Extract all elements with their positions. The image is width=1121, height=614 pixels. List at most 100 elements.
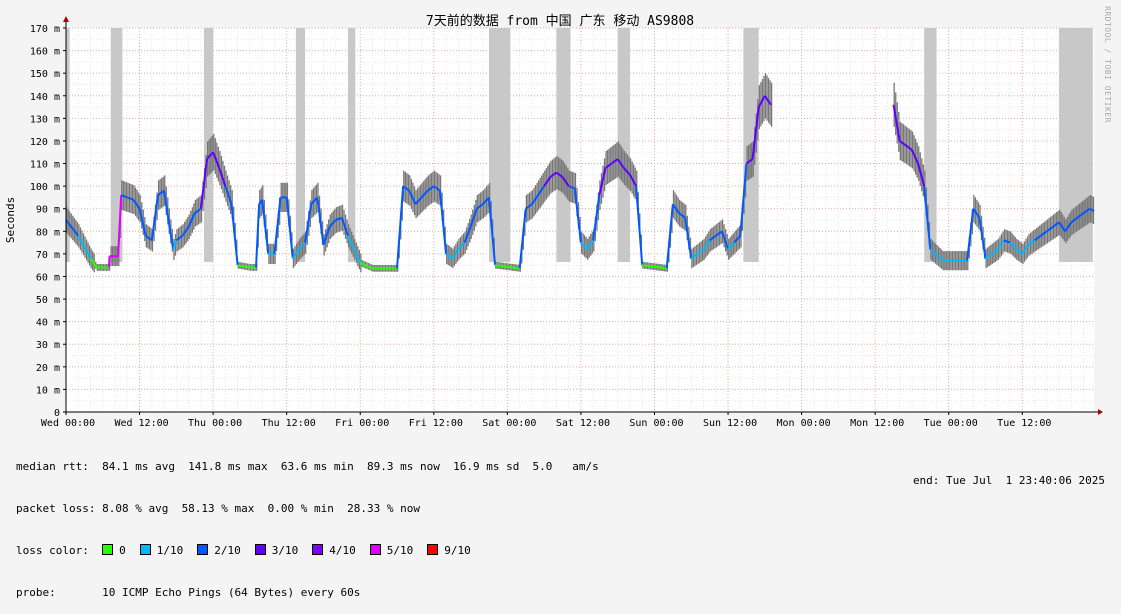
- probe-text: 10 ICMP Echo Pings (64 Bytes) every 60s: [102, 586, 361, 599]
- y-tick-label: 30 m: [36, 340, 60, 351]
- median-segment: [328, 219, 337, 228]
- x-tick-label: Thu 00:00: [188, 418, 242, 429]
- median-segment: [727, 241, 735, 251]
- median-segment: [573, 188, 582, 243]
- y-tick-label: 40 m: [36, 318, 60, 329]
- loss-color-swatch: [139, 544, 151, 555]
- loss-color-item: 5/10: [369, 544, 413, 557]
- median-segment: [610, 158, 619, 165]
- y-tick-label: 90 m: [36, 205, 60, 216]
- median-segment: [635, 186, 644, 266]
- loss-color-item: 1/10: [139, 544, 183, 557]
- median-segment: [763, 95, 772, 106]
- median-segment: [359, 262, 373, 270]
- loss-zone: [295, 28, 306, 262]
- median-rtt-stats: median rtt: 84.1 ms avg 141.8 ms max 63.…: [16, 460, 599, 473]
- median-segment: [117, 195, 123, 257]
- loss-color-value: 0: [119, 544, 126, 557]
- median-segment: [929, 248, 944, 262]
- median-segment: [353, 248, 362, 264]
- loss-color-value: 2/10: [214, 544, 241, 557]
- y-tick-label: 110 m: [30, 160, 60, 171]
- median-segment: [1052, 221, 1060, 228]
- median-segment: [1070, 216, 1079, 224]
- median-segment: [172, 240, 178, 250]
- median-segment: [199, 158, 208, 209]
- y-tick-label: 130 m: [30, 114, 60, 125]
- median-segment: [463, 226, 472, 243]
- median-segment: [169, 231, 175, 250]
- x-tick-label: Mon 00:00: [777, 418, 831, 429]
- loss-color-item: 0: [102, 544, 126, 557]
- rrdtool-credit: RRDTOOL / TOBI OETIKER: [1103, 6, 1112, 123]
- median-segment: [751, 106, 760, 160]
- y-tick-label: 140 m: [30, 92, 60, 103]
- median-segment: [531, 194, 539, 205]
- median-segment: [230, 204, 239, 266]
- median-segment: [984, 253, 993, 260]
- median-segment: [720, 230, 729, 250]
- median-segment: [991, 248, 999, 255]
- median-segment: [623, 167, 631, 176]
- median-segment: [224, 185, 233, 205]
- median-segment: [347, 235, 356, 250]
- median-segment: [181, 226, 190, 237]
- median-segment: [580, 241, 588, 251]
- median-segment: [745, 158, 754, 165]
- median-segment: [218, 167, 227, 187]
- y-axis-label: Seconds: [4, 197, 17, 243]
- median-segment: [549, 171, 557, 178]
- y-tick-label: 50 m: [36, 295, 60, 306]
- y-tick-label: 10 m: [36, 385, 60, 396]
- y-tick-label: 80 m: [36, 227, 60, 238]
- median-segment: [487, 197, 497, 266]
- median-segment: [1040, 230, 1048, 237]
- loss-color-value: 4/10: [329, 544, 356, 557]
- median-segment: [518, 208, 527, 269]
- loss-color-swatch: [197, 544, 209, 555]
- median-segment: [537, 185, 545, 196]
- median-segment: [555, 171, 564, 178]
- loss-color-legend: loss color: 0 1/10 2/10 3/10 4/10 5/10 9/10: [16, 544, 599, 558]
- loss-zone: [617, 28, 630, 262]
- x-tick-label: Sun 00:00: [629, 418, 683, 429]
- median-segment: [923, 186, 932, 250]
- x-axis-arrow: [1098, 409, 1103, 415]
- median-segment: [427, 185, 435, 192]
- median-segment: [1033, 235, 1042, 242]
- median-segment: [273, 197, 282, 254]
- median-segment: [138, 208, 147, 237]
- median-segment: [310, 196, 319, 205]
- x-tick-label: Sat 12:00: [556, 418, 610, 429]
- median-segment: [709, 235, 717, 242]
- x-tick-label: Fri 12:00: [409, 418, 463, 429]
- median-segment: [206, 151, 214, 160]
- median-segment: [402, 185, 410, 192]
- median-segment: [1021, 244, 1030, 255]
- median-segment: [972, 208, 981, 219]
- median-segment: [438, 190, 448, 254]
- median-segment: [543, 176, 552, 187]
- loss-color-swatch: [254, 544, 266, 555]
- median-segment: [132, 199, 141, 210]
- loss-zone: [488, 28, 511, 262]
- median-segment: [525, 203, 533, 210]
- loss-color-swatch: [369, 544, 381, 555]
- median-segment: [1015, 248, 1023, 255]
- median-segment: [1027, 239, 1036, 246]
- median-segment: [757, 95, 766, 108]
- median-segment: [561, 176, 570, 187]
- loss-color-value: 3/10: [271, 544, 299, 557]
- median-segment: [1046, 225, 1054, 233]
- median-segment: [629, 174, 637, 187]
- loss-color-swatch: [312, 544, 324, 555]
- median-segment: [163, 190, 172, 232]
- median-segment: [1076, 212, 1085, 219]
- x-tick-label: Tue 00:00: [924, 418, 978, 429]
- median-segment: [120, 194, 128, 199]
- median-segment: [322, 226, 331, 246]
- median-segment: [89, 257, 98, 268]
- x-tick-label: Sun 12:00: [703, 418, 757, 429]
- median-segment: [482, 196, 490, 205]
- median-segment: [1089, 207, 1095, 212]
